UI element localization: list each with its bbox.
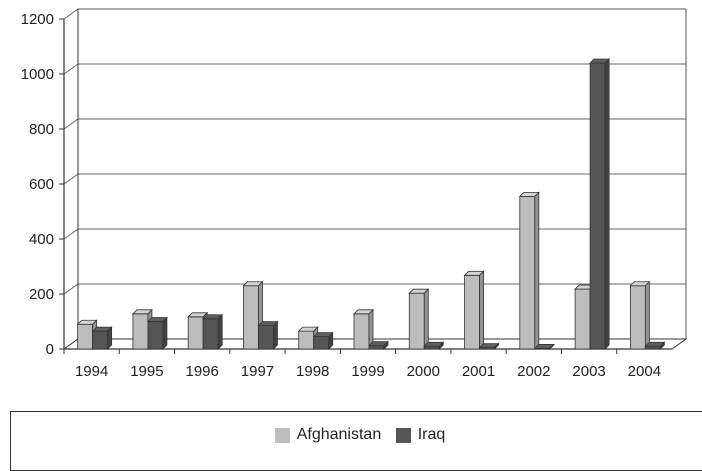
bar-iraq-1998 <box>312 331 334 350</box>
y-tick-label-1200: 1200 <box>21 11 54 28</box>
legend-label-afghanistan: Afghanistan <box>296 426 382 443</box>
bar-afghanistan-2000 <box>408 288 430 350</box>
bar-front <box>147 321 164 350</box>
bar-afghanistan-1999 <box>353 308 374 350</box>
bar-front <box>258 325 274 350</box>
bar-front <box>423 345 440 350</box>
bar-iraq-1996 <box>202 313 224 350</box>
bar-side <box>534 191 540 350</box>
x-tick-label-2001: 2001 <box>462 363 495 380</box>
x-tick-label-1995: 1995 <box>130 363 163 380</box>
bar-front <box>464 274 480 350</box>
legend: Afghanistan Iraq <box>10 411 702 471</box>
bar-iraq-2000 <box>423 341 445 350</box>
bar-front <box>574 288 591 350</box>
x-tick-label-1998: 1998 <box>296 363 329 380</box>
bar-front <box>132 313 149 350</box>
bar-front <box>187 316 204 350</box>
x-tick-label-2003: 2003 <box>572 363 605 380</box>
bar-side <box>438 341 444 350</box>
bar-front <box>589 62 606 350</box>
bar-iraq-1994 <box>91 326 113 350</box>
bar-iraq-1999 <box>368 340 389 350</box>
x-tick-label-1996: 1996 <box>185 363 218 380</box>
bar-afghanistan-2001 <box>463 270 485 350</box>
x-tick-label-2000: 2000 <box>407 363 440 380</box>
bar-front <box>92 330 109 350</box>
bar-front <box>202 318 219 350</box>
gridline-side-600 <box>63 173 79 185</box>
x-tick-label-1999: 1999 <box>351 363 384 380</box>
bar-side <box>162 316 168 350</box>
bar-iraq-2004 <box>644 341 666 350</box>
bar-front <box>644 345 661 350</box>
bar-side <box>273 320 278 350</box>
y-tick-label-800: 800 <box>29 121 54 138</box>
y-tick-label-200: 200 <box>29 286 54 303</box>
legend-swatch-iraq <box>395 427 411 443</box>
y-tick-label-0: 0 <box>46 341 54 358</box>
bar-afghanistan-1998 <box>297 326 319 350</box>
gridline-side-200 <box>63 283 79 295</box>
legend-entry-iraq: Iraq <box>395 426 446 444</box>
gridline-side-1200 <box>63 8 79 20</box>
gridline-side-1000 <box>63 63 79 75</box>
bar-side <box>644 280 650 350</box>
bar-front <box>298 330 315 350</box>
bar-front <box>77 323 94 350</box>
bar-side <box>604 58 610 350</box>
legend-entry-afghanistan: Afghanistan <box>274 426 382 444</box>
bar-afghanistan-2004 <box>629 280 651 350</box>
gridline-side-400 <box>63 228 79 240</box>
bar-iraq-1995 <box>146 316 168 350</box>
legend-label-iraq: Iraq <box>417 426 446 443</box>
grid-lines <box>63 8 687 339</box>
bar-iraq-2003 <box>589 58 611 350</box>
bar-side <box>328 331 334 350</box>
bar-afghanistan-2002 <box>518 191 540 350</box>
bar-side <box>494 342 499 350</box>
bar-front <box>313 336 330 350</box>
y-tick-label-1000: 1000 <box>21 66 54 83</box>
bar-side <box>659 341 665 350</box>
bar-iraq-2002 <box>533 343 555 350</box>
x-tick-label-1994: 1994 <box>75 363 108 380</box>
bar-front <box>368 345 385 350</box>
gridline-side-800 <box>63 118 79 130</box>
bar-side <box>107 326 113 350</box>
y-tick-labels: 0 200 400 600 800 1000 1200 <box>21 11 54 358</box>
bar-front <box>353 313 370 350</box>
bar-front <box>408 292 425 350</box>
y-tick-label-600: 600 <box>29 176 54 193</box>
x-tick-labels: 1994 1995 1996 1997 1998 1999 2000 2001 2002 2003… <box>75 363 661 380</box>
bar-side <box>479 270 484 350</box>
x-tick-label-1997: 1997 <box>241 363 274 380</box>
bar-iraq-2001 <box>478 342 500 350</box>
y-tick-label-400: 400 <box>29 231 54 248</box>
bar-front <box>243 285 259 350</box>
x-tick-label-2004: 2004 <box>628 363 661 380</box>
bar-side <box>383 340 389 350</box>
bar-side <box>549 343 555 350</box>
bar-front <box>519 195 536 350</box>
bar-front <box>629 285 646 350</box>
bar-side <box>217 313 223 350</box>
legend-swatch-afghanistan <box>274 427 290 443</box>
bar-side <box>423 288 429 350</box>
bar-iraq-1997 <box>257 320 279 350</box>
bar-afghanistan-1997 <box>242 280 264 350</box>
x-tick-label-2002: 2002 <box>517 363 550 380</box>
bars <box>76 58 666 350</box>
